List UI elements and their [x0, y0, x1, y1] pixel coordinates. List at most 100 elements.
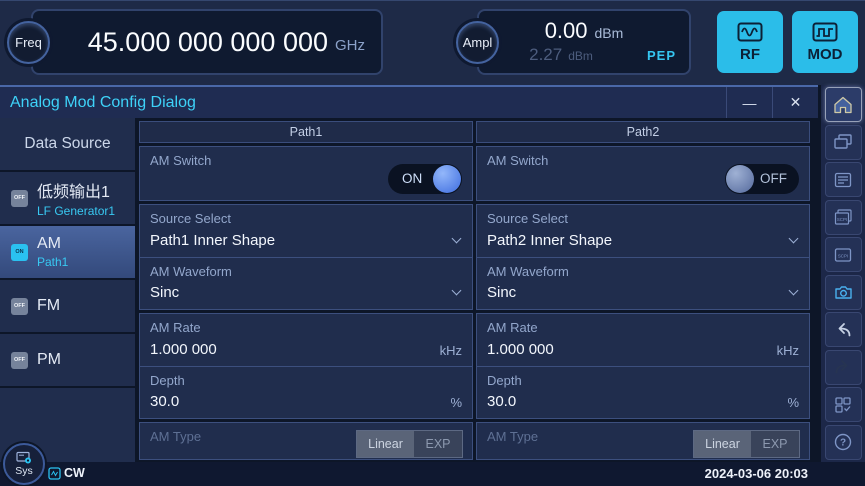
- path1-am-type-row: AM Type Linear EXP: [139, 422, 473, 460]
- depth-value: 30.0: [150, 393, 180, 410]
- path2-source-select-field[interactable]: Source Select Path2 Inner Shape: [477, 205, 809, 257]
- rf-button-label: RF: [740, 46, 760, 63]
- sidebar-item-am[interactable]: ON AM Path1: [0, 226, 135, 280]
- help-icon: ?: [834, 433, 852, 451]
- am-config-panel: Path1 AM Switch ON Source Select Path1 I…: [139, 118, 810, 462]
- apps-grid-icon: [835, 396, 851, 413]
- toggle-state-label: OFF: [760, 171, 787, 186]
- mod-squarewave-icon: [812, 22, 838, 42]
- chevron-down-icon: [788, 285, 799, 296]
- path2-am-rate-field[interactable]: AM Rate 1.000 000 kHz: [477, 314, 809, 366]
- scpi-command-icon: SCPI: [834, 209, 852, 225]
- path2-am-type-row: AM Type Linear EXP: [476, 422, 810, 460]
- scpi-monitor-icon: SCPI: [834, 247, 852, 262]
- am-rate-unit: kHz: [439, 343, 462, 358]
- off-state-icon: OFF: [11, 351, 28, 369]
- sys-button[interactable]: Sys: [3, 443, 45, 485]
- am-type-linear-button[interactable]: Linear: [357, 431, 414, 457]
- path2-rate-group: AM Rate 1.000 000 kHz Depth 30.0 %: [476, 313, 810, 419]
- minimize-icon: —: [742, 94, 757, 111]
- path1-source-group: Source Select Path1 Inner Shape AM Wavef…: [139, 204, 473, 310]
- am-waveform-value: Sinc: [487, 284, 517, 301]
- chevron-down-icon: [788, 233, 799, 244]
- redo-button[interactable]: [824, 349, 862, 385]
- path2-source-group: Source Select Path2 Inner Shape AM Wavef…: [476, 204, 810, 310]
- path1-am-switch-toggle[interactable]: ON: [388, 164, 462, 194]
- close-button[interactable]: ✕: [772, 87, 818, 118]
- right-toolbar: SCPI SCPI: [821, 85, 865, 462]
- mod-button-label: MOD: [807, 46, 843, 63]
- pep-tag: PEP: [646, 48, 676, 63]
- file-list-button[interactable]: [824, 162, 862, 197]
- am-rate-label: AM Rate: [487, 320, 538, 335]
- am-type-linear-button[interactable]: Linear: [694, 431, 751, 457]
- depth-label: Depth: [487, 373, 522, 388]
- toggle-state-label: ON: [402, 171, 423, 186]
- rf-on-off-button[interactable]: RF: [717, 11, 783, 73]
- path1-am-rate-field[interactable]: AM Rate 1.000 000 kHz: [140, 314, 472, 366]
- amplitude-unit: dBm: [594, 25, 624, 41]
- path1-source-select-field[interactable]: Source Select Path1 Inner Shape: [140, 205, 472, 257]
- frequency-display[interactable]: 45.000 000 000 000 GHz: [31, 9, 383, 75]
- rf-waveform-icon: [737, 22, 763, 42]
- sys-label: Sys: [15, 465, 33, 477]
- frequency-value: 45.000 000 000 000: [87, 26, 328, 57]
- help-button[interactable]: ?: [824, 424, 862, 460]
- path1-am-waveform-field[interactable]: AM Waveform Sinc: [140, 257, 472, 309]
- path1-depth-field[interactable]: Depth 30.0 %: [140, 366, 472, 418]
- undo-button[interactable]: [824, 312, 862, 347]
- on-state-icon: ON: [11, 243, 28, 261]
- sidebar-item-fm[interactable]: OFF FM: [0, 280, 135, 334]
- amplitude-row: 0.00 dBm: [479, 18, 689, 44]
- home-button[interactable]: [824, 87, 862, 122]
- cw-mode-indicator: CW: [48, 466, 85, 480]
- scpi-monitor-button[interactable]: SCPI: [824, 237, 862, 272]
- am-rate-value: 1.000 000: [150, 341, 217, 358]
- sidebar-item-label: AM: [37, 235, 61, 252]
- path2-header: Path2: [476, 121, 810, 143]
- source-select-value: Path2 Inner Shape: [487, 232, 613, 249]
- home-icon: [834, 96, 852, 113]
- mod-on-off-button[interactable]: MOD: [792, 11, 858, 73]
- apps-grid-button[interactable]: [824, 387, 862, 422]
- path1-am-type-segmented-control: Linear EXP: [356, 430, 463, 458]
- am-switch-label: AM Switch: [487, 153, 549, 168]
- minimize-button[interactable]: —: [726, 87, 772, 118]
- screenshot-camera-button[interactable]: [824, 274, 862, 310]
- source-select-label: Source Select: [150, 211, 231, 226]
- sidebar-item-text: PM: [37, 351, 61, 369]
- am-type-exp-button[interactable]: EXP: [751, 431, 799, 457]
- scpi-command-button[interactable]: SCPI: [824, 199, 862, 235]
- path2-column: Path2 AM Switch OFF Source Select Path2 …: [476, 118, 810, 460]
- sidebar-item-lf-generator1[interactable]: OFF 低频输出1 LF Generator1: [0, 172, 135, 226]
- am-rate-value: 1.000 000: [487, 341, 554, 358]
- system-settings-icon: [15, 451, 31, 464]
- path2-am-waveform-field[interactable]: AM Waveform Sinc: [477, 257, 809, 309]
- am-waveform-label: AM Waveform: [150, 264, 232, 279]
- bottom-status-bar: Sys CW 2024-03-06 20:03: [0, 443, 865, 486]
- ampl-knob-button[interactable]: Ampl: [456, 21, 499, 64]
- amplitude-display[interactable]: 0.00 dBm 2.27 dBm PEP: [477, 9, 691, 75]
- source-select-label: Source Select: [487, 211, 568, 226]
- dialog-titlebar: Analog Mod Config Dialog — ✕: [0, 85, 818, 118]
- am-type-exp-button[interactable]: EXP: [414, 431, 462, 457]
- path2-am-switch-toggle[interactable]: OFF: [725, 164, 799, 194]
- window-stack-button[interactable]: [824, 124, 862, 160]
- undo-icon: [838, 322, 851, 336]
- sidebar-item-pm[interactable]: OFF PM: [0, 334, 135, 388]
- close-icon: ✕: [789, 94, 802, 110]
- am-rate-label: AM Rate: [150, 320, 201, 335]
- depth-unit: %: [450, 395, 462, 410]
- sidebar-item-text: FM: [37, 297, 60, 315]
- dialog-title: Analog Mod Config Dialog: [10, 93, 196, 111]
- redo-icon: [835, 360, 848, 374]
- freq-knob-button[interactable]: Freq: [7, 21, 50, 64]
- path1-rate-group: AM Rate 1.000 000 kHz Depth 30.0 %: [139, 313, 473, 419]
- clock-timestamp: 2024-03-06 20:03: [704, 466, 808, 481]
- path2-depth-field[interactable]: Depth 30.0 %: [477, 366, 809, 418]
- ampl-knob-label: Ampl: [462, 35, 493, 50]
- svg-text:?: ?: [840, 438, 846, 449]
- amplitude-value: 0.00: [544, 18, 588, 43]
- am-waveform-value: Sinc: [150, 284, 180, 301]
- am-switch-label: AM Switch: [150, 153, 212, 168]
